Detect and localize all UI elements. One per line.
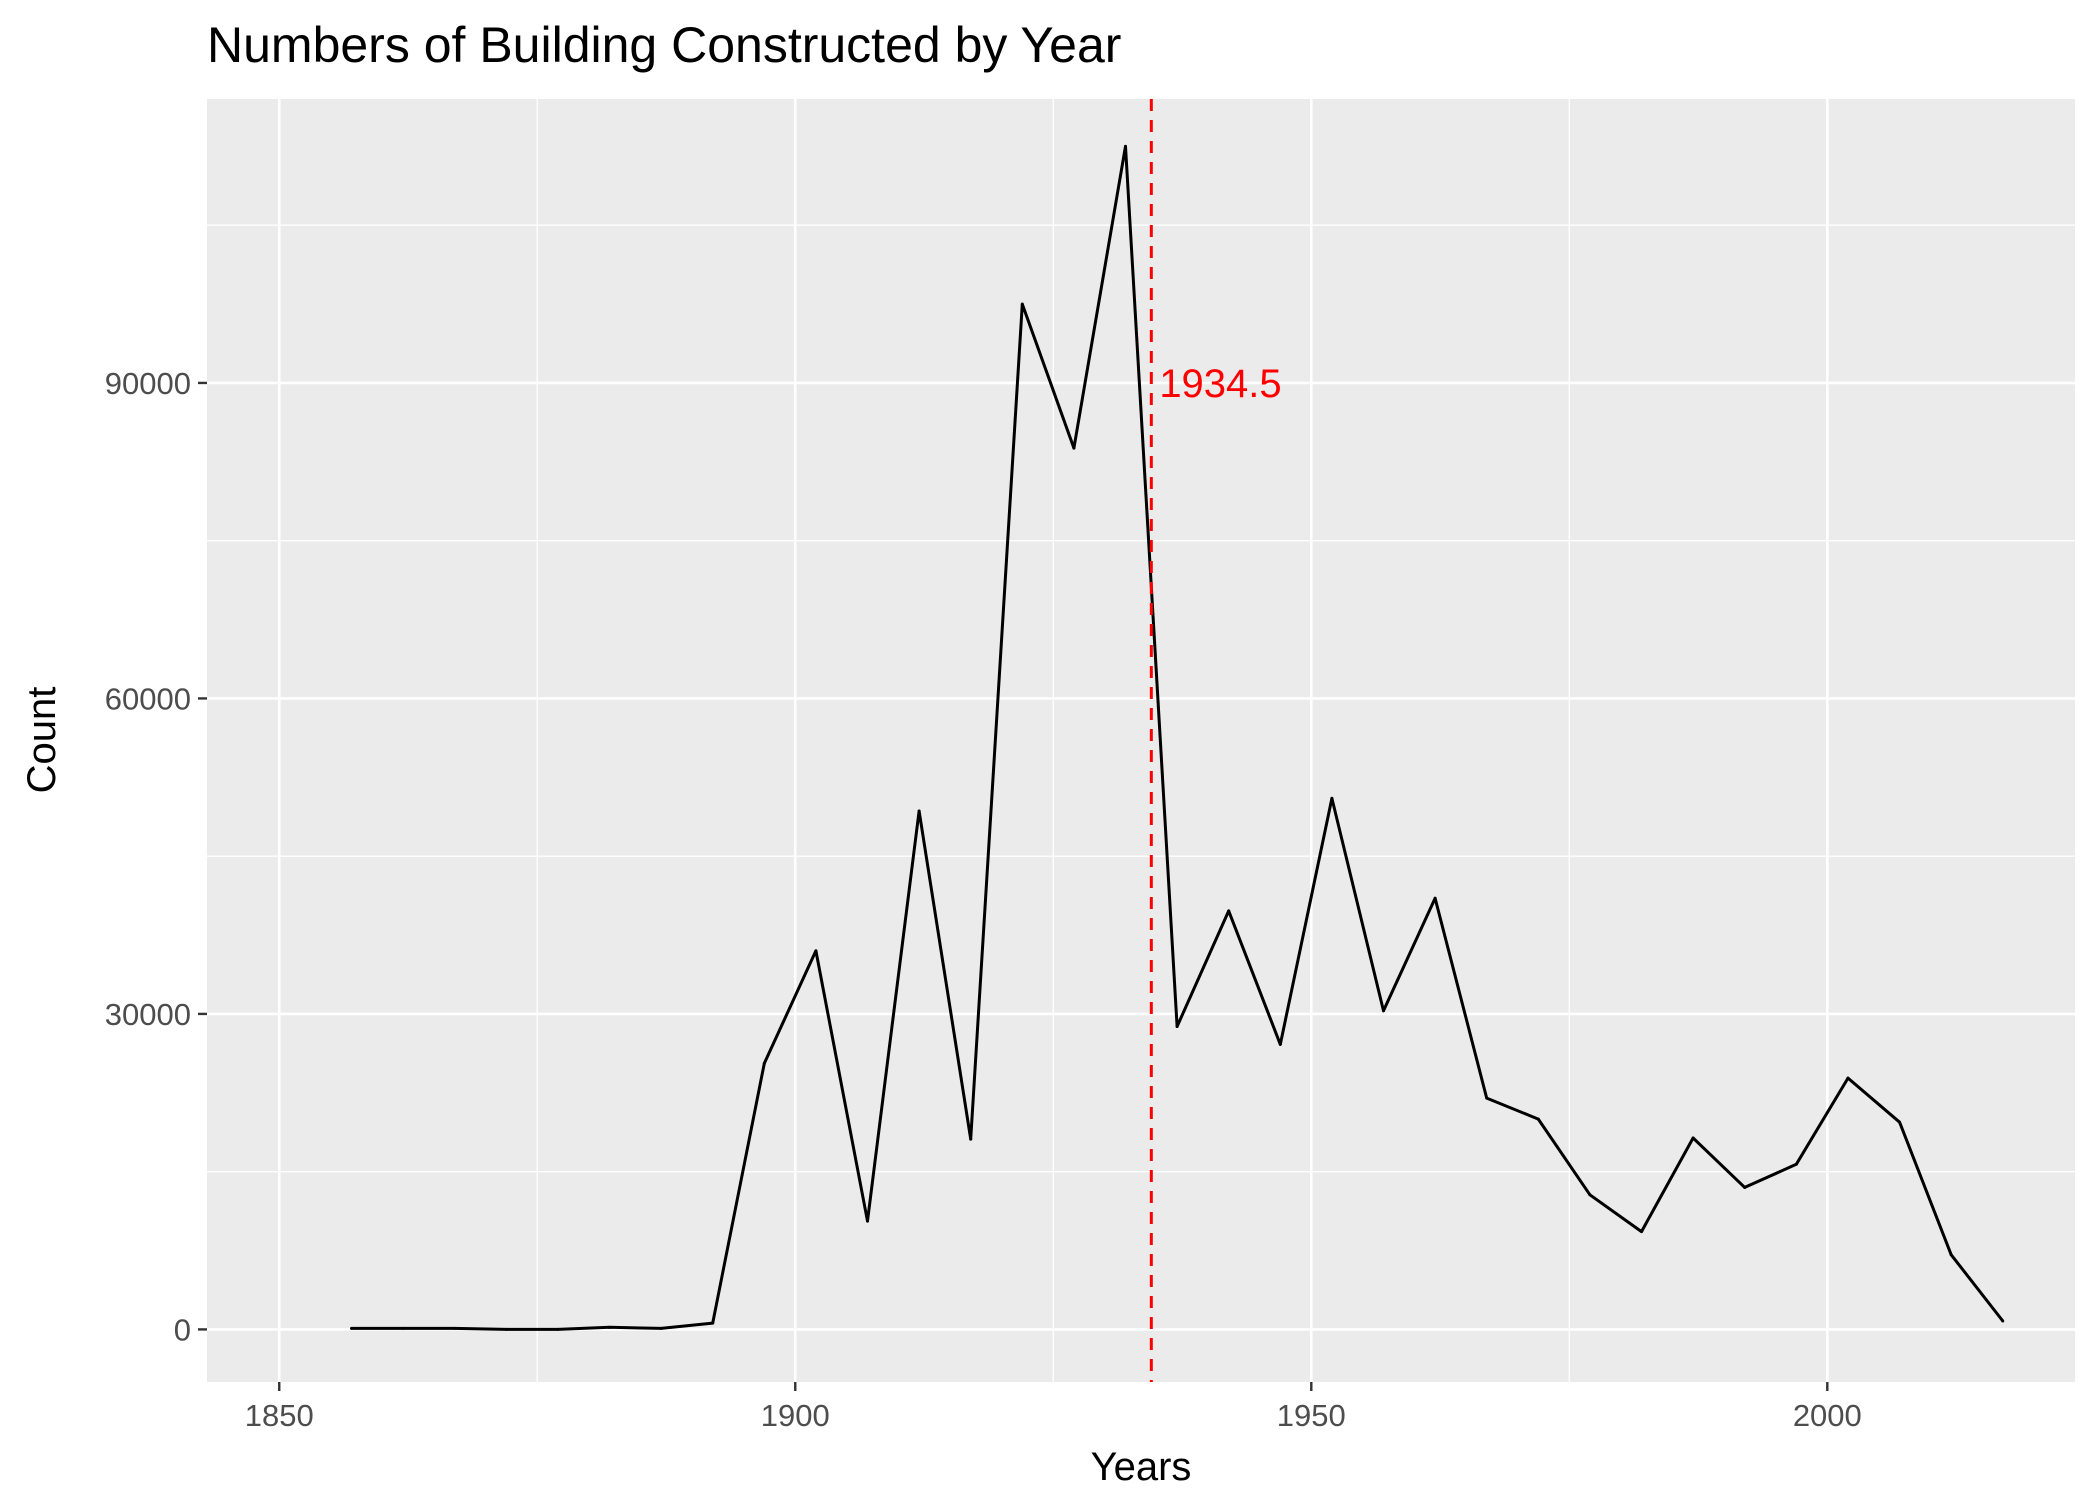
- data-point: [2001, 1319, 2005, 1323]
- data-point: [1898, 1120, 1902, 1124]
- data-point: [1382, 1009, 1386, 1013]
- data-point: [504, 1327, 508, 1331]
- data-point: [762, 1061, 766, 1065]
- data-point: [1794, 1162, 1798, 1166]
- data-point: [1175, 1025, 1179, 1029]
- data-point: [1743, 1185, 1747, 1189]
- data-point: [349, 1326, 353, 1330]
- data-point: [917, 809, 921, 813]
- x-tick-label: 1900: [761, 1398, 830, 1433]
- data-point: [607, 1325, 611, 1329]
- data-point: [659, 1326, 663, 1330]
- data-point: [969, 1137, 973, 1141]
- data-point: [1536, 1117, 1540, 1121]
- data-point: [1691, 1136, 1695, 1140]
- data-point: [1072, 446, 1076, 450]
- data-point: [814, 949, 818, 953]
- data-point: [1330, 796, 1334, 800]
- data-point: [401, 1326, 405, 1330]
- y-tick-label: 0: [174, 1312, 191, 1347]
- data-point: [453, 1326, 457, 1330]
- data-point: [1124, 144, 1128, 148]
- reference-line-label: 1934.5: [1159, 362, 1281, 406]
- data-point: [1020, 302, 1024, 306]
- y-axis-title: Count: [20, 687, 64, 794]
- data-point: [866, 1219, 870, 1223]
- series-points: [349, 144, 2005, 1331]
- minor-gridlines: [207, 99, 2075, 1382]
- data-point: [1278, 1042, 1282, 1046]
- data-point: [1433, 896, 1437, 900]
- y-tick-label: 60000: [105, 681, 191, 716]
- y-tick-label: 90000: [105, 366, 191, 401]
- x-tick-label: 1850: [245, 1398, 314, 1433]
- data-point: [1227, 909, 1231, 913]
- x-tick-label: 2000: [1793, 1398, 1862, 1433]
- data-point: [1485, 1096, 1489, 1100]
- plot-panel: [207, 99, 2075, 1382]
- data-point: [1588, 1193, 1592, 1197]
- data-point: [1640, 1230, 1644, 1234]
- y-tick-label: 30000: [105, 997, 191, 1032]
- x-tick-label: 1950: [1277, 1398, 1346, 1433]
- chart-title: Numbers of Building Constructed by Year: [207, 17, 1121, 73]
- data-point: [1949, 1253, 1953, 1257]
- x-axis: 1850 1900 1950 2000: [245, 1382, 1862, 1433]
- data-point: [711, 1321, 715, 1325]
- x-axis-title: Years: [1091, 1445, 1192, 1489]
- data-point: [556, 1327, 560, 1331]
- y-axis: 0 30000 60000 90000: [105, 366, 207, 1347]
- data-point: [1846, 1076, 1850, 1080]
